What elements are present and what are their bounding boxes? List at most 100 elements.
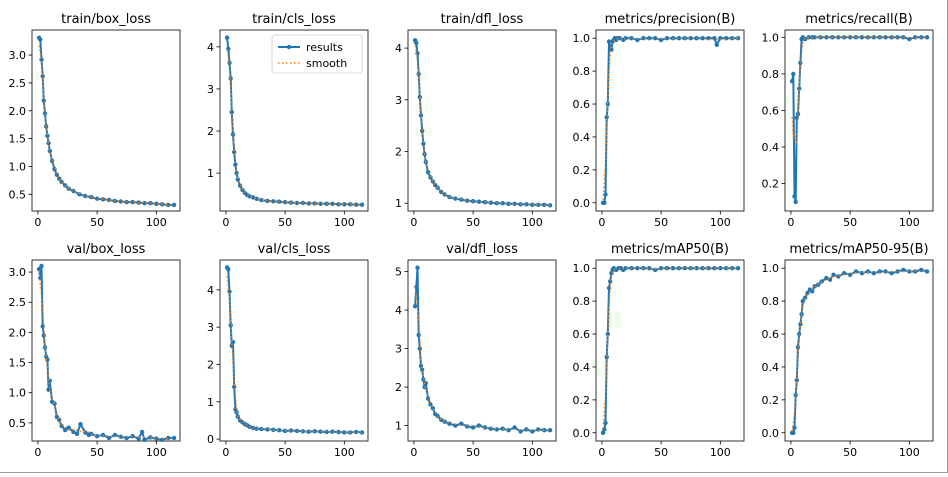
results-point <box>336 429 341 435</box>
results-point <box>791 71 796 77</box>
smooth-line <box>791 36 928 144</box>
results-point <box>735 266 741 271</box>
subplot-metrics-map50-b: metrics/mAP50(B) 0 50 100 0.0 0.2 0.4 0.6 0.8 1.0 <box>573 242 745 459</box>
results-point <box>604 354 609 360</box>
subplot-metrics-recall-b: metrics/recall(B) 0 50 100 0.2 0.4 0.6 0.8 1.0 <box>762 12 934 229</box>
y-tick-label: 1.0 <box>9 387 27 400</box>
subplot-title: metrics/recall(B) <box>805 12 912 27</box>
results-point <box>524 202 529 207</box>
smooth-line <box>602 267 739 429</box>
results-point <box>224 35 230 40</box>
results-point <box>547 428 553 433</box>
subplot-title: metrics/mAP50-95(B) <box>789 242 928 257</box>
subplot-title: val/box_loss <box>67 242 146 257</box>
results-point <box>700 36 705 41</box>
results-point <box>154 436 159 441</box>
x-tick-label: 100 <box>146 216 167 229</box>
results-point <box>606 39 612 44</box>
results-point <box>130 199 135 205</box>
y-tick-label: 1.0 <box>573 32 591 45</box>
results-line <box>226 266 363 434</box>
x-tick-label: 50 <box>90 216 104 229</box>
results-point <box>810 289 815 294</box>
results-point <box>789 79 795 84</box>
y-tick-label: 0.2 <box>573 164 591 177</box>
legend: results smooth <box>271 34 363 74</box>
y-tick-label: 1 <box>207 167 214 180</box>
x-tick-label: 0 <box>787 216 794 229</box>
subplot-metrics-precision-b: metrics/precision(B) 0 50 100 0.0 0.2 0.4 0.6 0.… <box>573 12 745 229</box>
x-tick-label: 100 <box>899 446 920 459</box>
x-tick-label: 50 <box>278 216 292 229</box>
x-tick-label: 50 <box>843 446 857 459</box>
results-point <box>482 425 488 430</box>
results-point <box>423 381 428 386</box>
results-line <box>791 36 928 203</box>
results-point <box>171 202 177 208</box>
y-tick-label: 2 <box>207 358 214 371</box>
y-tick-label: 4 <box>395 42 402 55</box>
results-point <box>670 266 676 271</box>
results-point <box>39 263 44 269</box>
y-tick-label: 4 <box>207 41 214 54</box>
results-point <box>658 266 664 271</box>
subplot-title: metrics/mAP50(B) <box>611 242 729 257</box>
results-point <box>59 423 64 429</box>
x-tick-label: 0 <box>222 216 229 229</box>
smooth-line <box>791 270 928 432</box>
x-tick-label: 100 <box>710 216 731 229</box>
results-point <box>38 37 43 42</box>
subplot-train-box-loss: train/box_loss 0 50 100 0.5 1.0 1.5 2.0 2.5 3.0 <box>9 12 181 229</box>
results-point <box>318 429 323 434</box>
results-point <box>52 401 57 406</box>
y-tick-label: 0.2 <box>762 394 780 407</box>
results-point <box>824 35 829 40</box>
results-point <box>730 266 735 271</box>
results-point <box>688 36 693 41</box>
results-point <box>439 189 444 195</box>
y-tick-label: 2.0 <box>9 105 27 118</box>
results-point <box>425 396 431 401</box>
x-tick-label: 0 <box>410 446 417 459</box>
results-point <box>500 201 505 206</box>
smooth-line <box>38 271 175 440</box>
results-point <box>653 267 658 273</box>
y-tick-label: 0.0 <box>573 197 591 210</box>
subplot-title: val/dfl_loss <box>446 242 518 257</box>
x-tick-label: 50 <box>90 446 104 459</box>
x-tick-label: 50 <box>466 216 480 229</box>
results-point <box>77 192 82 197</box>
results-point <box>653 36 658 41</box>
results-point <box>714 42 719 47</box>
y-tick-label: 1 <box>207 396 214 409</box>
results-point <box>232 149 237 155</box>
results-point <box>530 202 535 207</box>
results-point <box>871 35 876 40</box>
results-point <box>603 420 608 426</box>
y-tick-label: 0.4 <box>762 361 780 374</box>
results-point <box>536 427 541 432</box>
results-point <box>635 37 640 43</box>
results-point <box>74 431 80 436</box>
y-tick-label: 0.6 <box>573 328 591 341</box>
results-point <box>420 128 425 133</box>
y-tick-label: 0.5 <box>9 417 27 430</box>
x-tick-label: 0 <box>598 216 605 229</box>
results-point <box>512 425 517 430</box>
results-point <box>330 201 335 206</box>
results-point <box>706 266 711 271</box>
y-tick-label: 5 <box>395 266 402 279</box>
results-point <box>664 36 670 41</box>
results-point <box>435 185 440 190</box>
y-tick-label: 0.8 <box>573 295 591 308</box>
axes-frame <box>595 29 745 212</box>
results-point <box>542 202 547 207</box>
results-point <box>895 35 900 40</box>
results-point <box>883 269 888 274</box>
results-point <box>418 113 424 118</box>
y-tick-label: 2.5 <box>9 77 27 90</box>
y-tick-label: 0.2 <box>573 394 591 407</box>
x-tick-label: 0 <box>222 446 229 459</box>
